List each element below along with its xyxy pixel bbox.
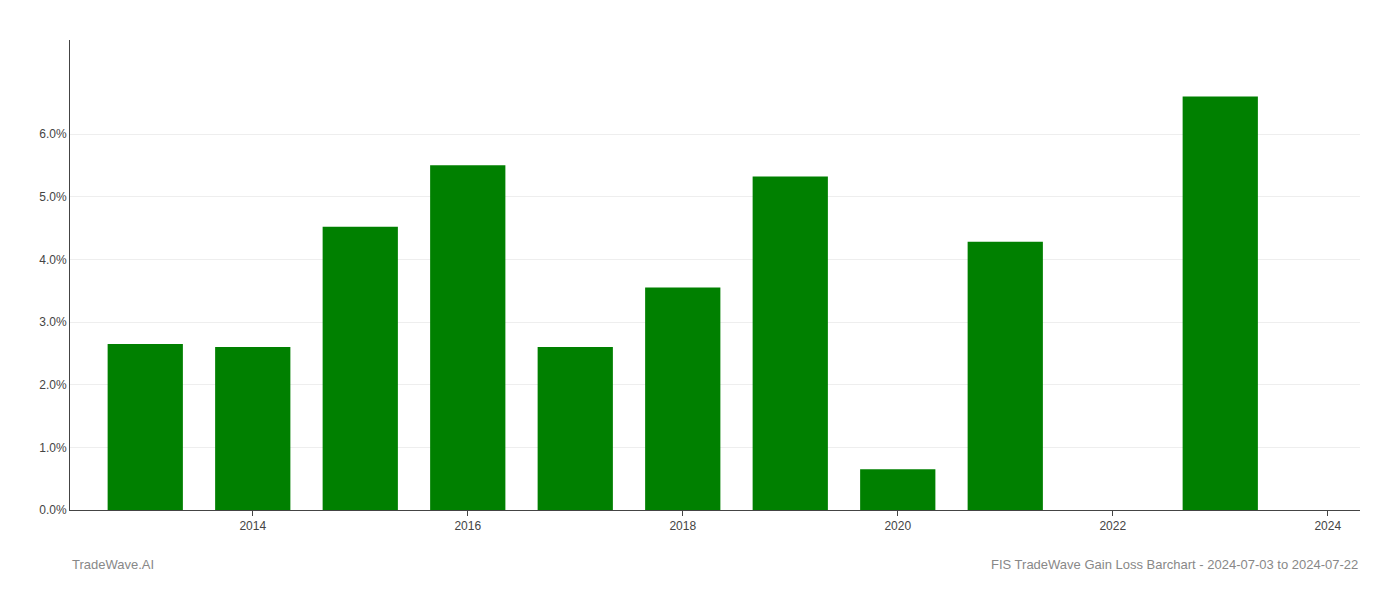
svg-text:2.0%: 2.0% [39, 378, 67, 392]
svg-text:1.0%: 1.0% [39, 441, 67, 455]
svg-text:4.0%: 4.0% [39, 253, 67, 267]
svg-text:2022: 2022 [1099, 519, 1126, 533]
svg-text:2020: 2020 [884, 519, 911, 533]
svg-text:TradeWave.AI: TradeWave.AI [72, 557, 154, 572]
svg-text:2024: 2024 [1314, 519, 1341, 533]
svg-text:2016: 2016 [454, 519, 481, 533]
svg-text:2018: 2018 [669, 519, 696, 533]
svg-text:3.0%: 3.0% [39, 315, 67, 329]
svg-text:6.0%: 6.0% [39, 127, 67, 141]
svg-text:0.0%: 0.0% [39, 503, 67, 517]
svg-text:2014: 2014 [239, 519, 266, 533]
svg-text:FIS TradeWave Gain Loss Barcha: FIS TradeWave Gain Loss Barchart - 2024-… [991, 557, 1358, 572]
svg-text:5.0%: 5.0% [39, 190, 67, 204]
